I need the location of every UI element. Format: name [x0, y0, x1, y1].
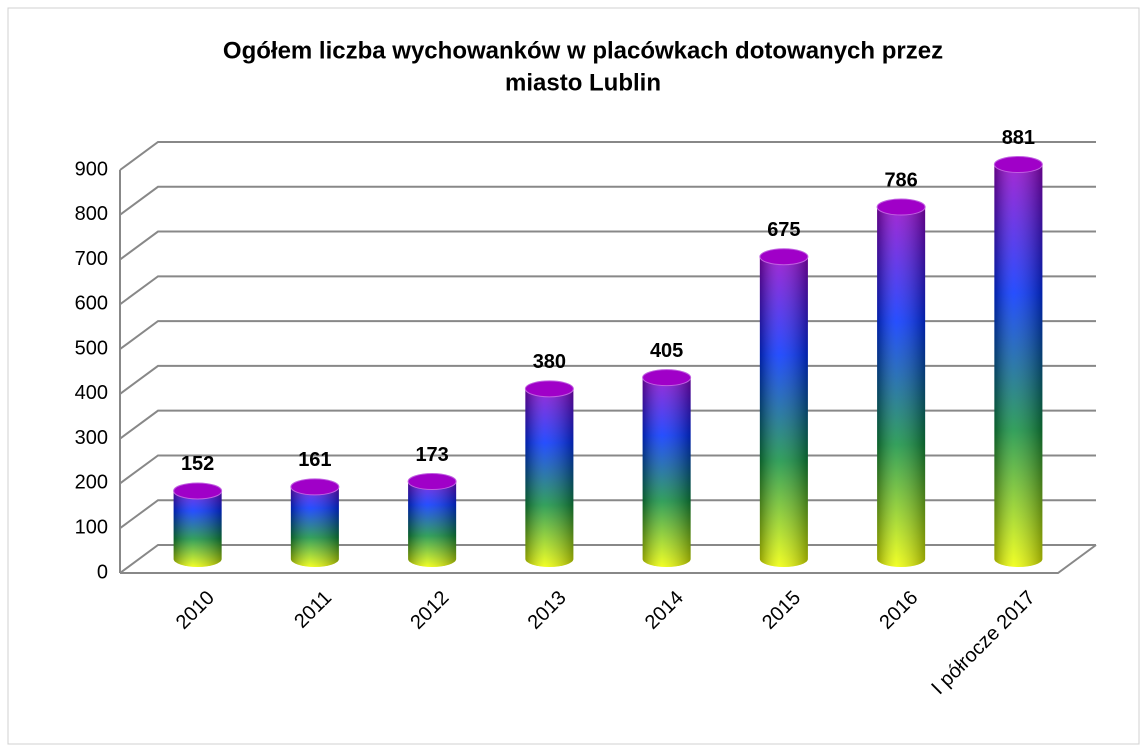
bar-top — [290, 478, 340, 496]
data-label: 786 — [884, 169, 917, 191]
bar-shade — [759, 248, 808, 567]
grid-line — [119, 141, 1096, 171]
bar-shade — [525, 380, 574, 567]
chart-title: miasto Lublin — [505, 69, 661, 96]
bar-top — [759, 248, 809, 266]
bar-shade — [994, 156, 1043, 567]
y-tick-label: 700 — [75, 248, 108, 270]
data-label: 161 — [298, 449, 331, 471]
bar-shade — [408, 473, 457, 567]
data-label: 675 — [767, 219, 800, 241]
bar-shade — [290, 478, 339, 567]
bar-top — [876, 198, 926, 216]
bar-top — [407, 473, 457, 491]
bar-shade — [877, 199, 926, 567]
data-label: 173 — [415, 444, 448, 466]
floor — [120, 544, 1097, 574]
y-tick-label: 800 — [75, 203, 108, 225]
bar-top — [642, 369, 692, 387]
bar-top — [993, 156, 1043, 174]
y-tick-label: 400 — [75, 382, 108, 404]
bar-shade — [173, 482, 222, 567]
bar-shade — [642, 369, 691, 567]
y-tick-label: 100 — [75, 517, 108, 539]
y-tick-label: 500 — [75, 337, 108, 359]
data-label: 405 — [650, 340, 683, 362]
data-label: 380 — [533, 351, 566, 373]
data-label: 881 — [1002, 127, 1035, 149]
data-label: 152 — [181, 453, 214, 475]
y-tick-label: 300 — [75, 427, 108, 449]
y-tick-label: 600 — [75, 293, 108, 315]
grid-line — [119, 185, 1096, 216]
y-tick-label: 900 — [75, 158, 108, 180]
bar-top — [524, 380, 574, 398]
chart-title: Ogółem liczba wychowanków w placówkach d… — [223, 37, 943, 64]
chart-border — [7, 7, 1140, 745]
grid-line — [119, 230, 1096, 261]
y-tick-label: 0 — [97, 561, 108, 583]
y-tick-label: 200 — [75, 472, 108, 494]
bar-top — [173, 482, 223, 500]
